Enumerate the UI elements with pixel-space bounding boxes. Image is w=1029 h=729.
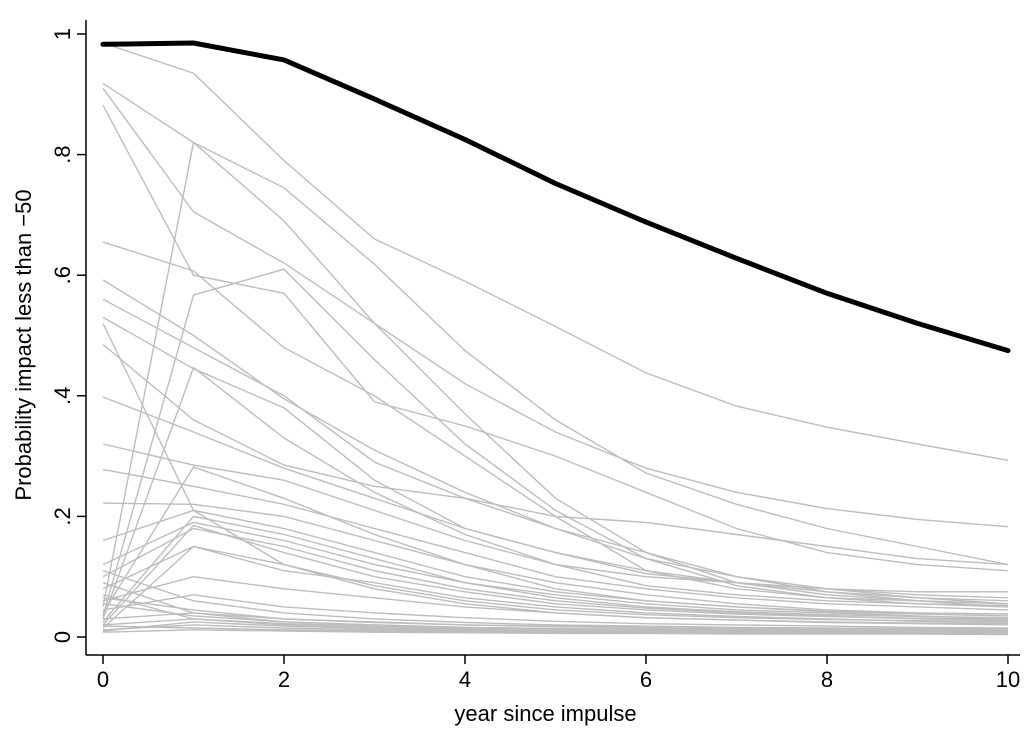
y-tick-label: 0 [50,631,75,643]
background-series-line [102,268,1009,617]
highlight-series-group [100,40,1011,354]
background-series-line [102,570,1009,630]
background-series-line [102,466,1009,615]
background-series-group [102,42,1009,636]
x-tick-label: 6 [640,667,652,692]
y-axis-ticks: 0 .2 .4 .6 .8 1 [50,28,86,643]
background-series-line [102,603,1008,632]
x-tick-label: 0 [97,667,109,692]
background-series-line [102,87,1009,528]
background-series-line [102,396,1009,602]
background-series-line [102,625,1008,635]
background-series-line [102,323,1009,625]
background-series-line [102,509,1009,617]
x-tick-label: 2 [278,667,290,692]
highlight-series-line [100,40,1011,354]
background-series-line [102,141,1009,608]
background-series-line [102,82,1009,566]
background-series-line [102,515,1009,623]
x-tick-label: 8 [821,667,833,692]
y-tick-label: .8 [50,145,75,163]
x-axis-title: year since impulse [454,701,636,726]
y-tick-label: 1 [50,28,75,40]
y-tick-label: .4 [50,387,75,405]
background-series-line [102,594,1009,629]
background-series-line [102,502,1009,615]
x-tick-label: 10 [996,667,1020,692]
background-series-line [102,104,1009,572]
y-tick-label: .6 [50,266,75,284]
background-series-line [102,524,1009,626]
background-series-line [102,366,1009,620]
y-tick-label: .2 [50,507,75,525]
background-series-line [102,468,1009,611]
y-axis-title: Probability impact less than −50 [11,189,36,500]
background-series-line [102,545,1009,629]
background-series-line [102,443,1009,599]
x-tick-label: 4 [459,667,471,692]
background-series-line [102,343,1009,566]
x-axis-ticks: 0 2 4 6 8 10 [97,655,1020,692]
background-series-line [102,241,1009,605]
background-series-line [102,298,1009,608]
background-series-line [102,521,1009,620]
background-series-line [102,597,1009,632]
background-series-line [102,621,1008,634]
background-series-line [102,316,1008,593]
background-series-line [102,42,1009,461]
